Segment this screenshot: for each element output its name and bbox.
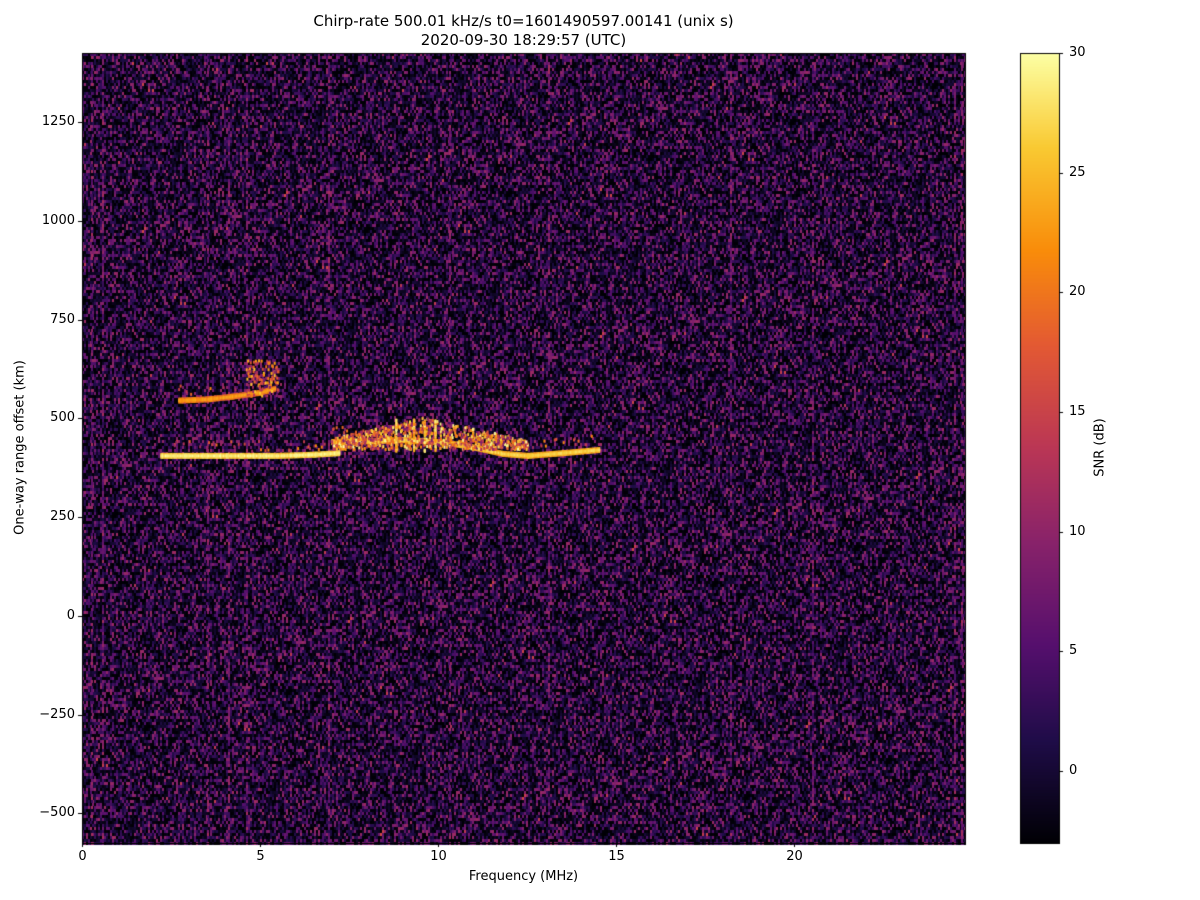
chart-title: Chirp-rate 500.01 kHz/s t0=1601490597.00…	[313, 12, 734, 30]
y-tick-label: −500	[39, 804, 75, 820]
colorbar-tick-label: 10	[1069, 523, 1086, 539]
y-tick-label: 1000	[41, 212, 75, 228]
colorbar-tick-label: 30	[1069, 44, 1086, 60]
colorbar-tick-label: 0	[1069, 762, 1078, 778]
colorbar-tick-label: 25	[1069, 164, 1086, 180]
x-tick-label: 15	[608, 849, 625, 864]
y-tick-label: 0	[66, 607, 75, 623]
y-tick-label: 750	[50, 311, 75, 327]
colorbar-tick-label: 20	[1069, 283, 1086, 299]
x-tick-label: 10	[430, 849, 447, 864]
x-tick-label: 0	[78, 849, 87, 864]
x-tick-label: 5	[256, 849, 265, 864]
colorbar-tick-label: 5	[1069, 642, 1078, 658]
chart-subtitle: 2020-09-30 18:29:57 (UTC)	[420, 31, 627, 49]
colorbar-tick-label: 15	[1069, 403, 1086, 419]
y-tick-label: −250	[39, 706, 75, 722]
y-tick-label: 1250	[41, 113, 75, 129]
colorbar-label: SNR (dB)	[1092, 418, 1108, 477]
x-axis-label: Frequency (MHz)	[468, 869, 579, 884]
y-tick-label: 500	[50, 409, 75, 425]
y-tick-label: 250	[50, 508, 75, 524]
x-tick-label: 20	[786, 849, 803, 864]
